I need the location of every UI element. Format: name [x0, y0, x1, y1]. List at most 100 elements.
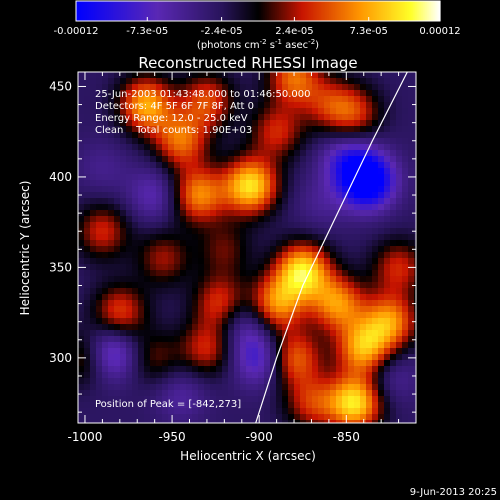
- heatmap-cell: [234, 300, 241, 307]
- heatmap-cell: [108, 300, 115, 307]
- heatmap-cell: [276, 102, 283, 109]
- heatmap-cell: [372, 90, 379, 97]
- heatmap-cell: [324, 228, 331, 235]
- heatmap-cell: [354, 348, 361, 355]
- heatmap-cell: [234, 90, 241, 97]
- heatmap-cell: [282, 288, 289, 295]
- heatmap-cell: [276, 174, 283, 181]
- heatmap-cell: [306, 72, 313, 79]
- heatmap-cell: [174, 396, 181, 403]
- heatmap-cell: [156, 348, 163, 355]
- heatmap-cell: [102, 186, 109, 193]
- heatmap-cell: [336, 414, 343, 421]
- heatmap-cell: [222, 378, 229, 385]
- heatmap-cell: [138, 120, 145, 127]
- heatmap-cell: [282, 372, 289, 379]
- heatmap-cell: [366, 84, 373, 91]
- heatmap-cell: [258, 186, 265, 193]
- heatmap-cell: [144, 186, 151, 193]
- heatmap-cell: [384, 120, 391, 127]
- heatmap-cell: [216, 96, 223, 103]
- heatmap-cell: [210, 360, 217, 367]
- heatmap-cell: [102, 300, 109, 307]
- heatmap-cell: [252, 168, 259, 175]
- heatmap-cell: [168, 312, 175, 319]
- heatmap-cell: [102, 222, 109, 229]
- heatmap-cell: [372, 270, 379, 277]
- colorbar-cell: [338, 1, 341, 21]
- heatmap-cell: [390, 102, 397, 109]
- heatmap-cell: [342, 258, 349, 265]
- heatmap-cell: [96, 336, 103, 343]
- heatmap-cell: [162, 252, 169, 259]
- heatmap-cell: [186, 246, 193, 253]
- heatmap-cell: [84, 300, 91, 307]
- heatmap-cell: [312, 108, 319, 115]
- heatmap-cell: [186, 108, 193, 115]
- heatmap-cell: [234, 246, 241, 253]
- heatmap-cell: [258, 90, 265, 97]
- heatmap-cell: [252, 126, 259, 133]
- colorbar-cell: [432, 1, 435, 21]
- heatmap-cell: [390, 318, 397, 325]
- heatmap-cell: [240, 204, 247, 211]
- heatmap-cell: [390, 90, 397, 97]
- colorbar-cell: [180, 1, 183, 21]
- heatmap-cell: [192, 246, 199, 253]
- heatmap-cell: [294, 186, 301, 193]
- heatmap-cell: [414, 306, 416, 313]
- heatmap-cell: [210, 414, 217, 421]
- heatmap-cell: [366, 318, 373, 325]
- heatmap-cell: [258, 378, 265, 385]
- heatmap-cell: [258, 348, 265, 355]
- heatmap-cell: [252, 348, 259, 355]
- heatmap-cell: [342, 282, 349, 289]
- heatmap-cell: [342, 360, 349, 367]
- heatmap-cell: [318, 300, 325, 307]
- heatmap-cell: [96, 132, 103, 139]
- heatmap-cell: [318, 306, 325, 313]
- heatmap-cell: [210, 396, 217, 403]
- heatmap-cell: [282, 390, 289, 397]
- heatmap-cell: [252, 330, 259, 337]
- heatmap-cell: [342, 168, 349, 175]
- heatmap-cell: [306, 78, 313, 85]
- heatmap-cell: [138, 150, 145, 157]
- heatmap-cell: [222, 318, 229, 325]
- heatmap-cell: [102, 270, 109, 277]
- heatmap-cell: [198, 138, 205, 145]
- heatmap-cell: [270, 138, 277, 145]
- heatmap-cell: [396, 330, 403, 337]
- heatmap-cell: [186, 264, 193, 271]
- colorbar-cell: [412, 1, 415, 21]
- heatmap-cell: [204, 168, 211, 175]
- heatmap-cell: [102, 306, 109, 313]
- heatmap-cell: [102, 228, 109, 235]
- heatmap-cell: [354, 150, 361, 157]
- heatmap-cell: [150, 402, 157, 409]
- heatmap-image: [78, 72, 416, 423]
- heatmap-cell: [114, 276, 121, 283]
- y-tick-label: 450: [49, 79, 72, 93]
- heatmap-cell: [294, 366, 301, 373]
- colorbar-cell: [230, 1, 233, 21]
- heatmap-cell: [108, 234, 115, 241]
- heatmap-cell: [102, 264, 109, 271]
- x-tick-label: -850: [333, 430, 360, 444]
- heatmap-cell: [330, 408, 337, 415]
- heatmap-cell: [198, 72, 205, 79]
- heatmap-cell: [192, 108, 199, 115]
- heatmap-cell: [336, 96, 343, 103]
- heatmap-cell: [258, 72, 265, 79]
- heatmap-cell: [228, 78, 235, 85]
- heatmap-cell: [318, 348, 325, 355]
- heatmap-cell: [312, 102, 319, 109]
- heatmap-cell: [312, 198, 319, 205]
- heatmap-cell: [168, 78, 175, 85]
- heatmap-cell: [366, 180, 373, 187]
- heatmap-cell: [198, 84, 205, 91]
- heatmap-cell: [258, 246, 265, 253]
- heatmap-cell: [354, 204, 361, 211]
- heatmap-cell: [390, 354, 397, 361]
- heatmap-cell: [174, 258, 181, 265]
